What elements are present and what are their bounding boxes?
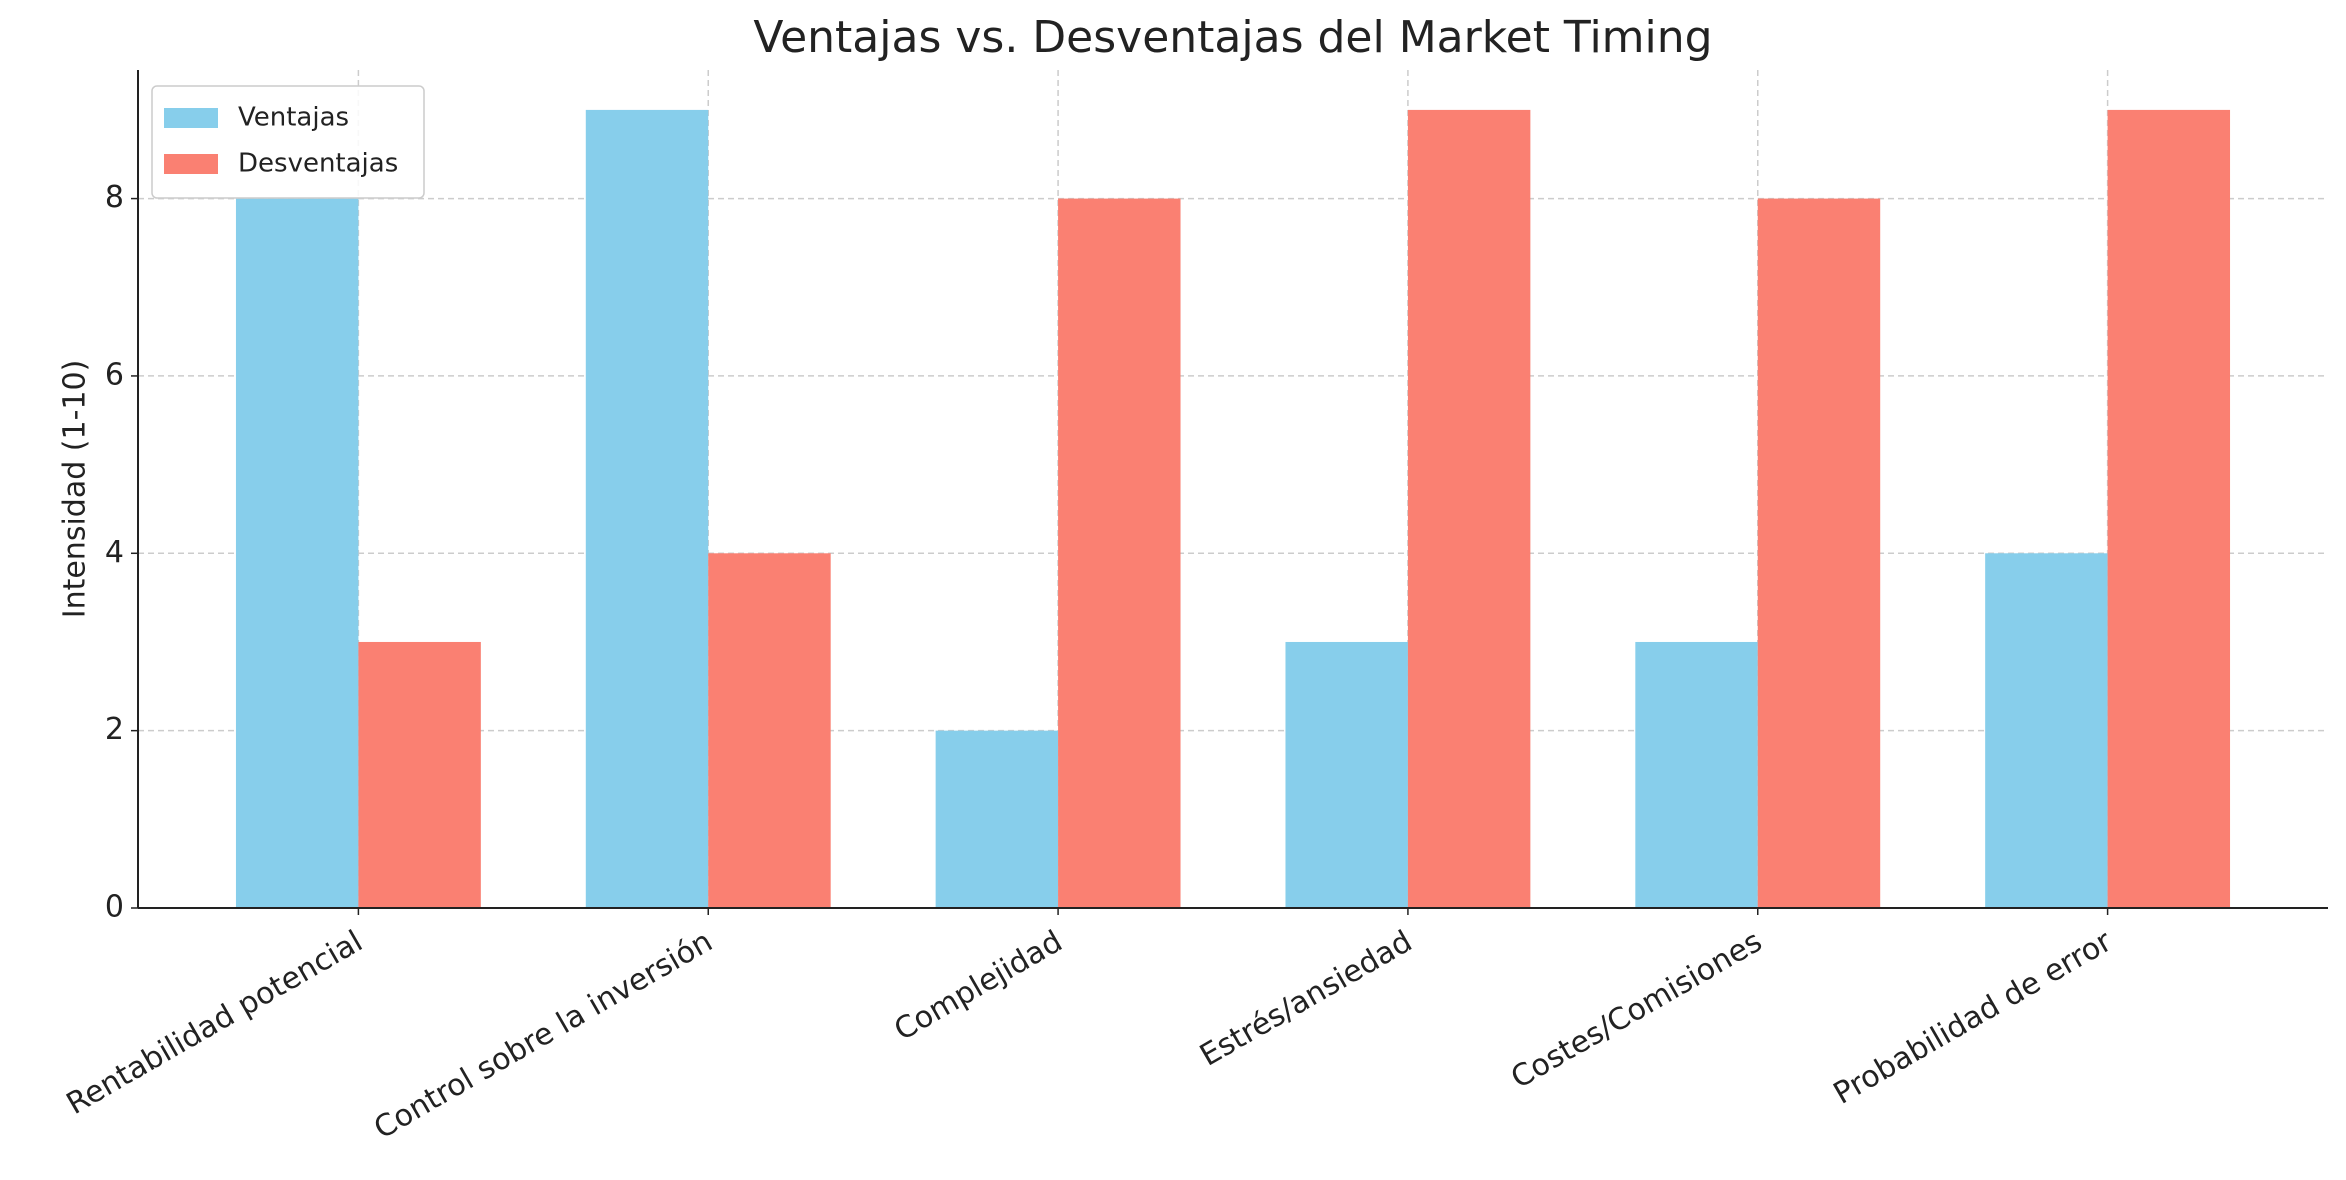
x-tick-label: Rentabilidad potencial: [61, 924, 369, 1122]
bar: [1985, 553, 2108, 908]
chart-title: Ventajas vs. Desventajas del Market Timi…: [753, 12, 1712, 63]
x-tick-label: Costes/Comisiones: [1505, 924, 1768, 1096]
bar: [2107, 109, 2231, 908]
y-axis-label: Intensidad (1-10): [58, 360, 93, 619]
legend-swatch: [164, 154, 218, 174]
bar: [1407, 109, 1531, 908]
bar: [1285, 641, 1408, 908]
legend-label: Ventajas: [238, 103, 349, 133]
y-tick-label: 0: [105, 890, 124, 925]
y-tick-label: 2: [105, 712, 124, 747]
x-tick-label: Complejidad: [888, 924, 1068, 1048]
bar: [1635, 641, 1758, 908]
x-tick-label: Estrés/ansiedad: [1194, 924, 1418, 1074]
legend: Ventajas Desventajas: [151, 85, 425, 199]
bar: [935, 730, 1059, 908]
bar: [235, 198, 359, 908]
x-tick-label: Control sobre la inversión: [368, 924, 718, 1146]
bar: [1757, 198, 1881, 908]
legend-box: [151, 85, 425, 199]
y-tick-label: 6: [105, 357, 124, 392]
bar: [358, 641, 481, 908]
y-tick-label: 8: [105, 180, 124, 215]
x-tick-label: Probabilidad de error: [1828, 924, 2119, 1112]
bar: [708, 553, 831, 908]
y-tick-label: 4: [105, 535, 124, 570]
legend-swatch: [164, 108, 218, 128]
legend-label: Desventajas: [238, 149, 398, 179]
bar: [585, 109, 709, 908]
bar: [1058, 198, 1181, 908]
